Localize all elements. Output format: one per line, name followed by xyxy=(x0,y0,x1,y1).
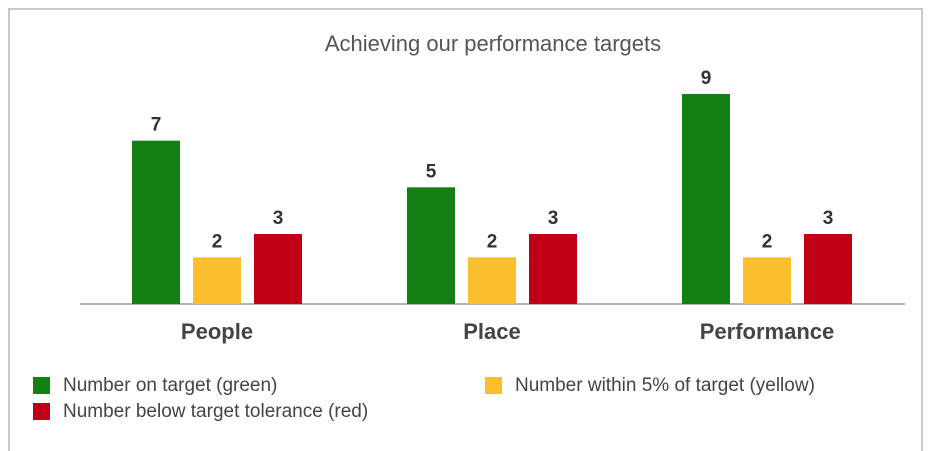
bar xyxy=(254,234,302,304)
data-label: 3 xyxy=(273,208,284,229)
data-label: 2 xyxy=(212,231,223,252)
legend-swatch xyxy=(33,377,50,394)
x-tick-label: Place xyxy=(463,319,521,344)
chart-title: Achieving our performance targets xyxy=(325,31,661,56)
data-label: 7 xyxy=(151,115,162,136)
x-tick-label: People xyxy=(181,319,253,344)
x-tick-label: Performance xyxy=(700,319,835,344)
bar xyxy=(132,140,180,304)
data-label: 2 xyxy=(487,231,498,252)
bar xyxy=(804,234,852,304)
bar xyxy=(468,257,516,304)
bar xyxy=(529,234,577,304)
bar xyxy=(743,257,791,304)
bar xyxy=(407,187,455,304)
data-label: 3 xyxy=(823,208,834,229)
legend-swatch xyxy=(33,403,50,420)
data-label: 5 xyxy=(426,161,437,182)
bar xyxy=(682,94,730,304)
data-label: 2 xyxy=(762,231,773,252)
bar xyxy=(193,257,241,304)
legend-label: Number below target tolerance (red) xyxy=(63,401,368,422)
data-label: 9 xyxy=(701,68,712,89)
legend-swatch xyxy=(485,377,502,394)
legend-label: Number within 5% of target (yellow) xyxy=(515,375,815,396)
data-label: 3 xyxy=(548,208,559,229)
legend-label: Number on target (green) xyxy=(63,375,277,396)
